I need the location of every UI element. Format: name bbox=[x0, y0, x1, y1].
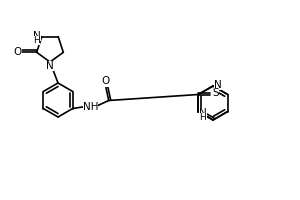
Text: N: N bbox=[46, 61, 54, 71]
Text: O: O bbox=[102, 76, 110, 86]
Text: H: H bbox=[199, 113, 206, 122]
Text: S: S bbox=[212, 88, 219, 98]
Text: N: N bbox=[199, 108, 207, 118]
Text: O: O bbox=[14, 47, 22, 57]
Text: H: H bbox=[33, 36, 40, 45]
Text: NH: NH bbox=[83, 102, 98, 112]
Text: N: N bbox=[33, 31, 40, 41]
Text: N: N bbox=[214, 80, 222, 90]
